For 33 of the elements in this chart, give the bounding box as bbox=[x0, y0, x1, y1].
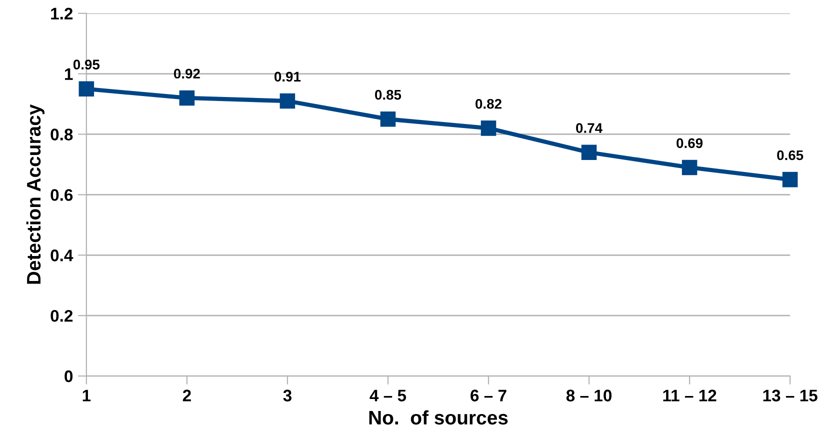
y-tick-label: 0.6 bbox=[50, 189, 73, 201]
data-label: 0.85 bbox=[375, 90, 402, 100]
y-tick-label: 0 bbox=[64, 370, 73, 382]
y-tick-label: 1.2 bbox=[51, 8, 73, 20]
y-tick-label: 0.4 bbox=[50, 250, 74, 262]
x-tick-label: 8 – 10 bbox=[566, 390, 612, 402]
y-tick-label: 0.2 bbox=[50, 310, 73, 322]
data-label: 0.69 bbox=[676, 138, 703, 148]
data-label: 0.65 bbox=[777, 150, 804, 160]
point bbox=[682, 160, 698, 176]
y-axis-title: Detection Accuracy bbox=[26, 104, 44, 284]
data-label: 0.91 bbox=[274, 72, 301, 82]
point bbox=[78, 81, 94, 97]
point bbox=[179, 90, 195, 106]
x-tick-label: 11 – 12 bbox=[663, 390, 716, 402]
y-tick-label: 0.8 bbox=[50, 128, 73, 140]
point bbox=[480, 120, 496, 136]
point bbox=[581, 144, 597, 160]
x-tick-label: 2 bbox=[182, 390, 191, 402]
data-label: 0.74 bbox=[576, 123, 602, 133]
point bbox=[380, 111, 396, 127]
x-tick-label: 6 – 7 bbox=[470, 390, 506, 402]
data-label: 0.82 bbox=[476, 98, 502, 109]
x-tick-label: 4 – 5 bbox=[370, 390, 406, 402]
x-axis-title: No. of sources bbox=[369, 410, 508, 425]
x-tick-label: 3 bbox=[283, 390, 292, 402]
data-label: 0.92 bbox=[174, 68, 200, 79]
point bbox=[782, 172, 798, 188]
x-tick-label: 1 bbox=[82, 390, 91, 402]
data-label: 0.95 bbox=[73, 60, 100, 70]
y-tick-label: 1 bbox=[65, 68, 73, 80]
point bbox=[280, 93, 296, 109]
x-tick-label: 13 – 15 bbox=[763, 390, 818, 402]
